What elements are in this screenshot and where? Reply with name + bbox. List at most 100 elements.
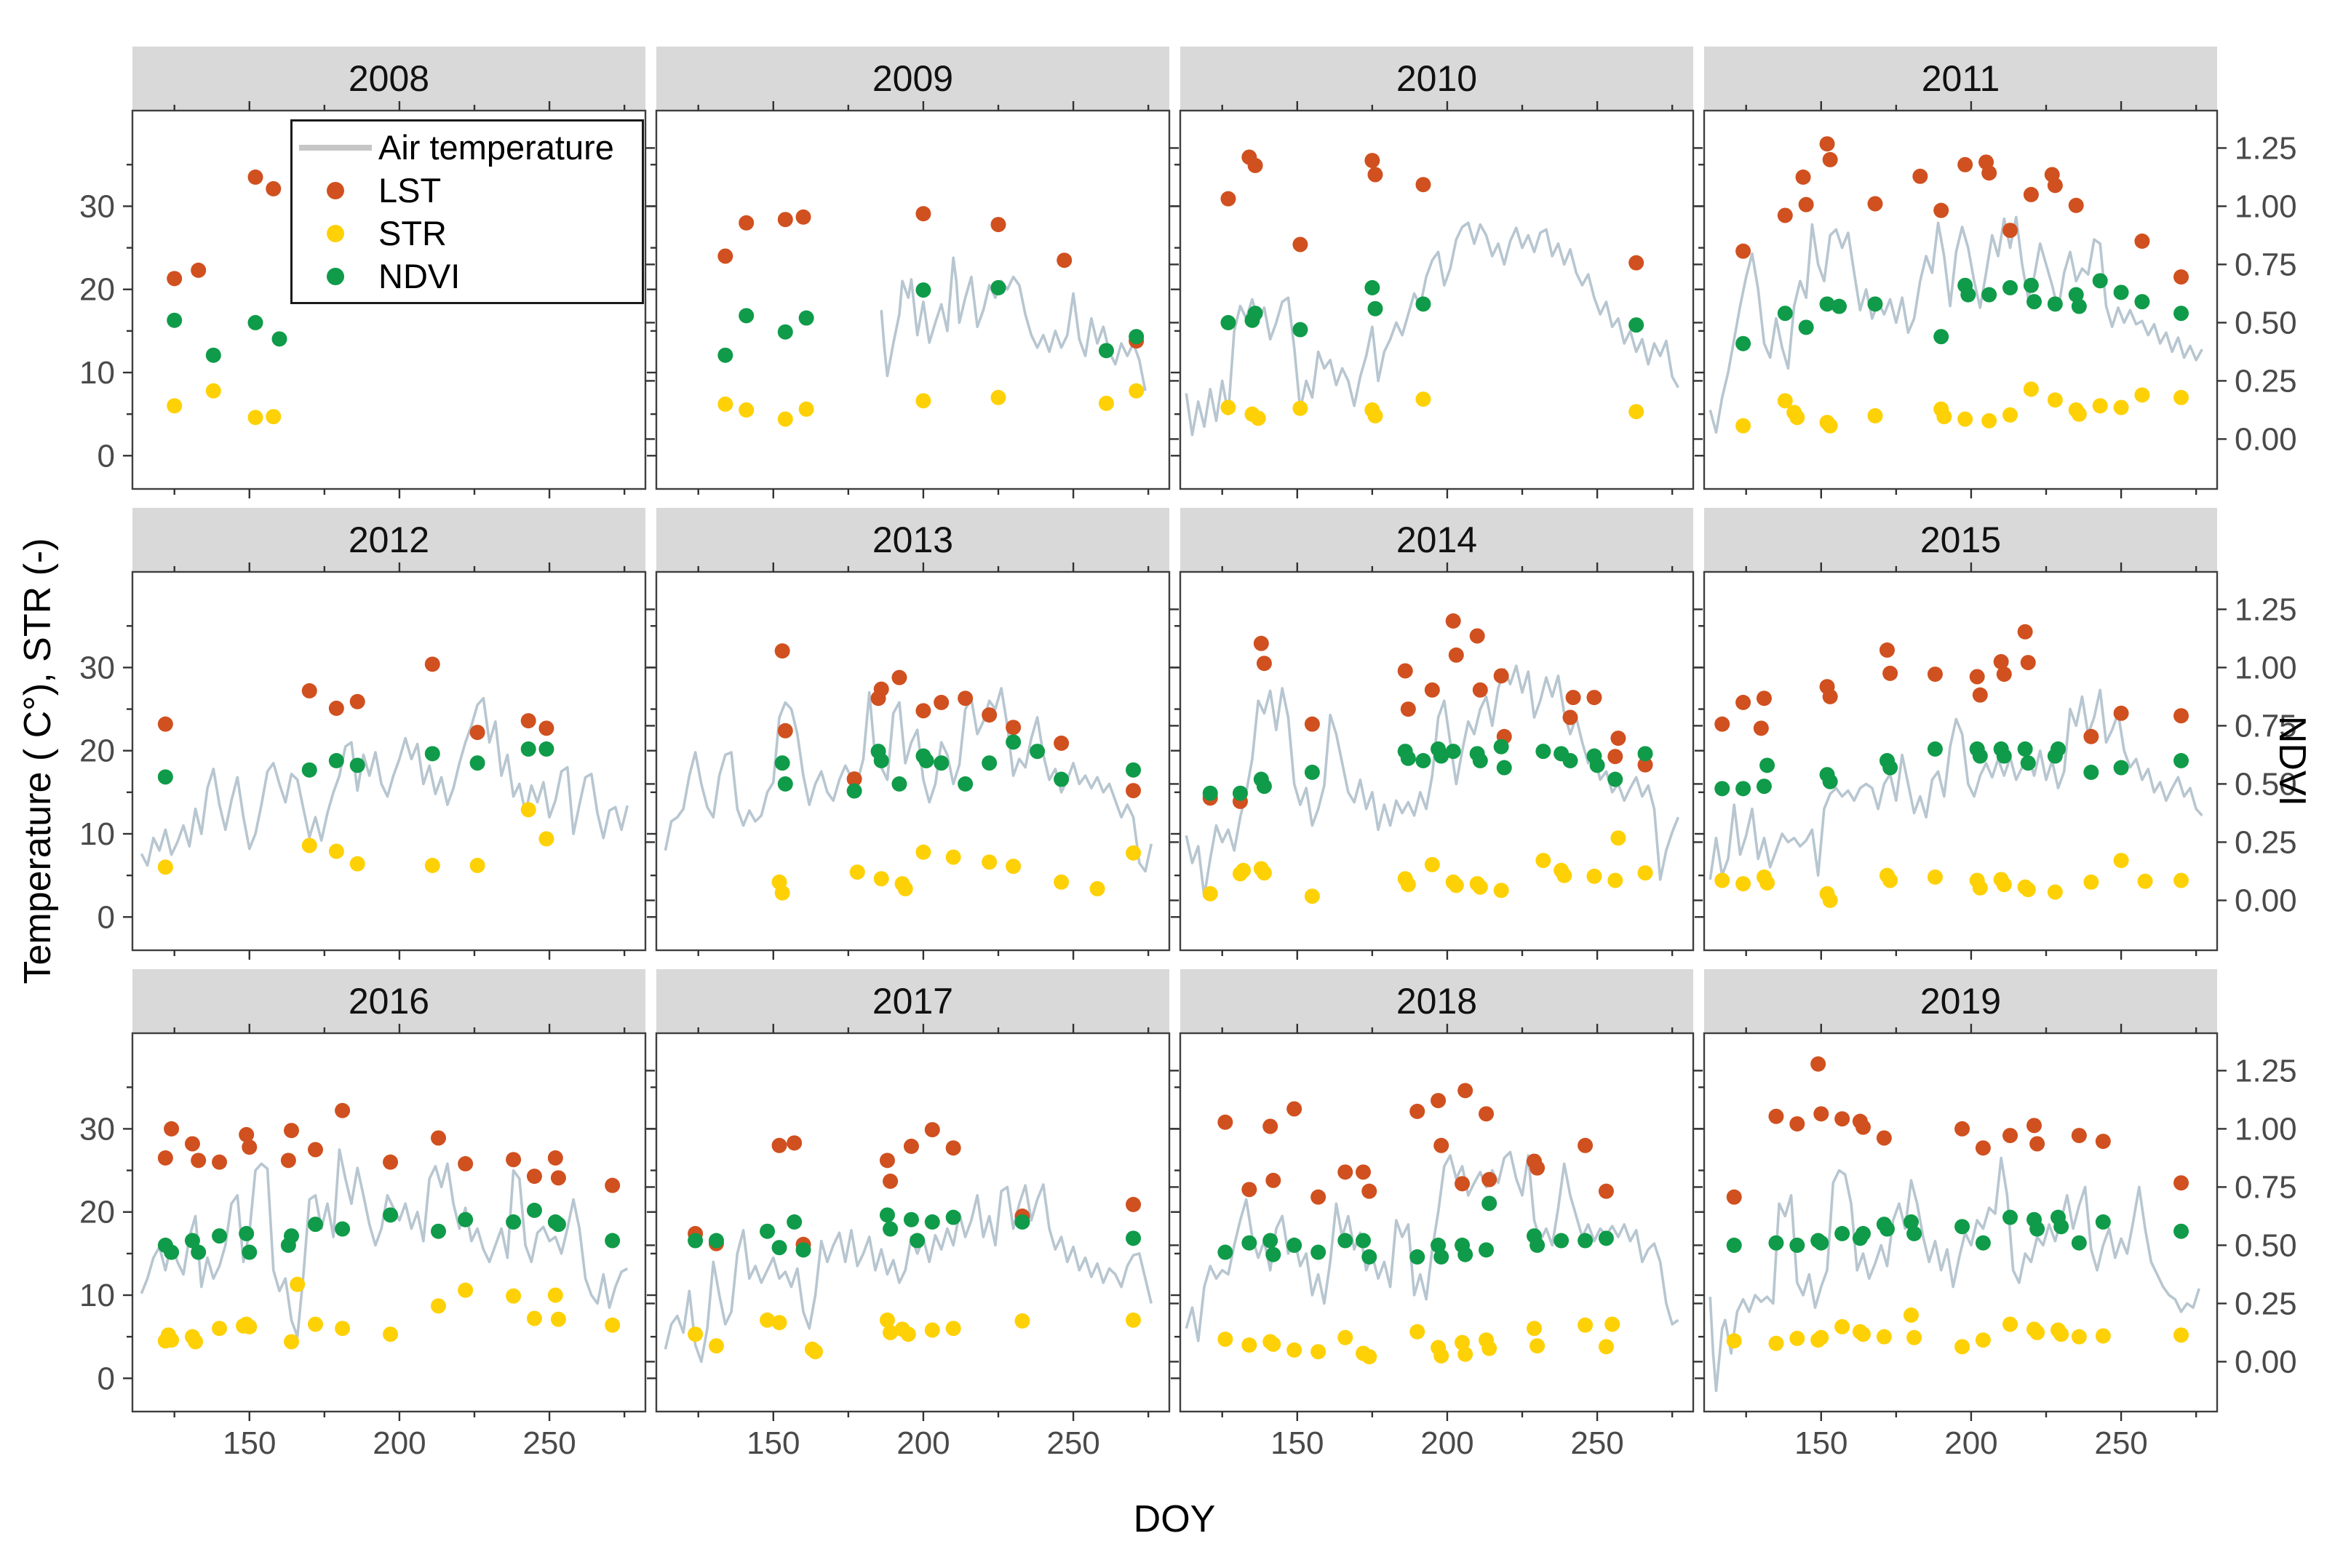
str-points-2010 [1220, 391, 1644, 426]
lst-points-2010 [1220, 149, 1644, 271]
x-tick-label: 250 [2094, 1425, 2147, 1461]
facet-strip-label: 2012 [349, 520, 429, 560]
air-temperature-line-2013 [664, 687, 1153, 873]
air-temperature-line-2010 [1185, 221, 1679, 437]
legend: Air temperature LST STR NDVI [290, 119, 644, 304]
lst-points-2018 [1217, 1083, 1614, 1205]
x-tick-label: 150 [747, 1425, 800, 1461]
x-tick-label: 250 [1570, 1425, 1623, 1461]
ndvi-tick-label: 0.00 [2235, 1344, 2297, 1380]
y-axis-title-left: Temperature ( C°), STR (-) [17, 538, 59, 984]
air-temperature-line-2012 [140, 696, 629, 867]
lst-points-2011 [1735, 136, 2189, 285]
panel-2014: 2014 [1171, 508, 1703, 960]
panel-2016: 2016 0 10 20 30 150 200 250 [79, 969, 655, 1461]
x-tick-label: 250 [522, 1425, 576, 1461]
str-points-2008 [167, 383, 282, 426]
y-tick-label: 30 [79, 188, 115, 224]
panel-2012: 2012 0 10 20 30 [79, 508, 655, 960]
y-tick-label: 0 [98, 438, 115, 474]
facet-strip-label: 2011 [1922, 58, 2000, 99]
facet-strip-label: 2016 [349, 981, 429, 1022]
x-axis-title: DOY [1133, 1498, 1216, 1540]
str-points-2013 [771, 844, 1142, 901]
panel-2019: 2019 0.00 0.25 0.50 0.75 1.00 1.25 150 200 250 [1695, 969, 2297, 1461]
ndvi-tick-label: 0.50 [2235, 305, 2297, 341]
panel-2011: 2011 0.00 0.25 0.50 0.75 1.00 1.25 [1695, 47, 2297, 498]
ndvi-points-2017 [688, 1207, 1142, 1258]
legend-item-air: Air temperature [293, 126, 635, 169]
ndvi-points-2018 [1217, 1195, 1614, 1265]
air-temperature-line-2017 [664, 1183, 1153, 1364]
ndvi-tick-label: 0.75 [2235, 1169, 2297, 1205]
legend-label: NDVI [378, 257, 461, 295]
panel-2017: 2017 150 200 250 [647, 969, 1179, 1461]
ndvi-points-2016 [157, 1202, 621, 1260]
str-dot-key-icon [293, 224, 378, 242]
ndvi-points-2009 [717, 279, 1145, 363]
air-temperature-line-2015 [1709, 688, 2203, 880]
ndvi-tick-label: 0.00 [2235, 883, 2297, 918]
y-tick-label: 20 [79, 733, 115, 769]
y-tick-label: 10 [79, 816, 115, 852]
x-tick-label: 150 [223, 1425, 276, 1461]
ndvi-points-2011 [1735, 273, 2189, 351]
str-points-2012 [157, 802, 554, 875]
lst-points-2012 [157, 656, 554, 741]
y-tick-label: 0 [98, 1361, 115, 1396]
ndvi-tick-label: 0.00 [2235, 421, 2297, 457]
str-points-2011 [1735, 381, 2189, 434]
lst-points-2019 [1726, 1056, 2189, 1205]
y-tick-label: 20 [79, 272, 115, 308]
ndvi-points-2019 [1726, 1209, 2189, 1253]
lst-dot-key-icon [293, 181, 378, 199]
air-line-key-icon [293, 144, 378, 151]
ndvi-tick-label: 0.25 [2235, 363, 2297, 399]
x-tick-label: 200 [896, 1425, 950, 1461]
panel-2013: 2013 [647, 508, 1179, 960]
ndvi-points-2014 [1202, 739, 1653, 801]
lst-points-2009 [717, 206, 1145, 349]
panel-2010: 2010 [1171, 47, 1703, 498]
ndvi-points-2013 [774, 734, 1142, 799]
str-points-2015 [1714, 853, 2189, 908]
ndvi-tick-label: 1.25 [2235, 130, 2297, 166]
str-points-2009 [717, 383, 1145, 427]
legend-label: Air temperature [378, 128, 614, 167]
legend-label: STR [378, 214, 447, 252]
ndvi-points-2012 [157, 741, 554, 785]
y-tick-label: 30 [79, 1111, 115, 1147]
ndvi-points-2008 [167, 312, 287, 363]
lst-points-2015 [1714, 624, 2189, 744]
x-tick-label: 200 [373, 1425, 426, 1461]
ndvi-tick-label: 0.75 [2235, 708, 2297, 744]
legend-item-ndvi: NDVI [293, 255, 635, 298]
ndvi-tick-label: 1.00 [2235, 650, 2297, 685]
str-points-2017 [688, 1312, 1142, 1360]
ndvi-tick-label: 1.25 [2235, 1053, 2297, 1089]
legend-label: LST [378, 171, 442, 210]
facet-strip-label: 2014 [1396, 520, 1477, 560]
ndvi-tick-label: 1.25 [2235, 592, 2297, 627]
str-points-2016 [157, 1276, 621, 1350]
ndvi-points-2010 [1220, 279, 1644, 338]
ndvi-tick-label: 0.50 [2235, 1227, 2297, 1263]
y-tick-label: 30 [79, 650, 115, 685]
facet-strip-label: 2009 [872, 58, 953, 99]
ndvi-points-2015 [1714, 741, 2189, 797]
x-tick-label: 150 [1794, 1425, 1847, 1461]
facet-strip-label: 2008 [349, 58, 429, 99]
facet-strip-label: 2018 [1396, 981, 1477, 1022]
ndvi-tick-label: 0.25 [2235, 1286, 2297, 1321]
x-tick-label: 200 [1420, 1425, 1473, 1461]
y-tick-label: 10 [79, 355, 115, 391]
x-tick-label: 250 [1046, 1425, 1099, 1461]
ndvi-tick-label: 0.75 [2235, 247, 2297, 282]
ndvi-dot-key-icon [293, 267, 378, 285]
str-points-2018 [1217, 1316, 1620, 1365]
air-temperature-line-2011 [1709, 215, 2203, 434]
lst-points-2013 [774, 643, 1142, 799]
y-tick-label: 10 [79, 1278, 115, 1313]
lst-points-2008 [167, 169, 282, 287]
y-tick-label: 0 [98, 899, 115, 935]
